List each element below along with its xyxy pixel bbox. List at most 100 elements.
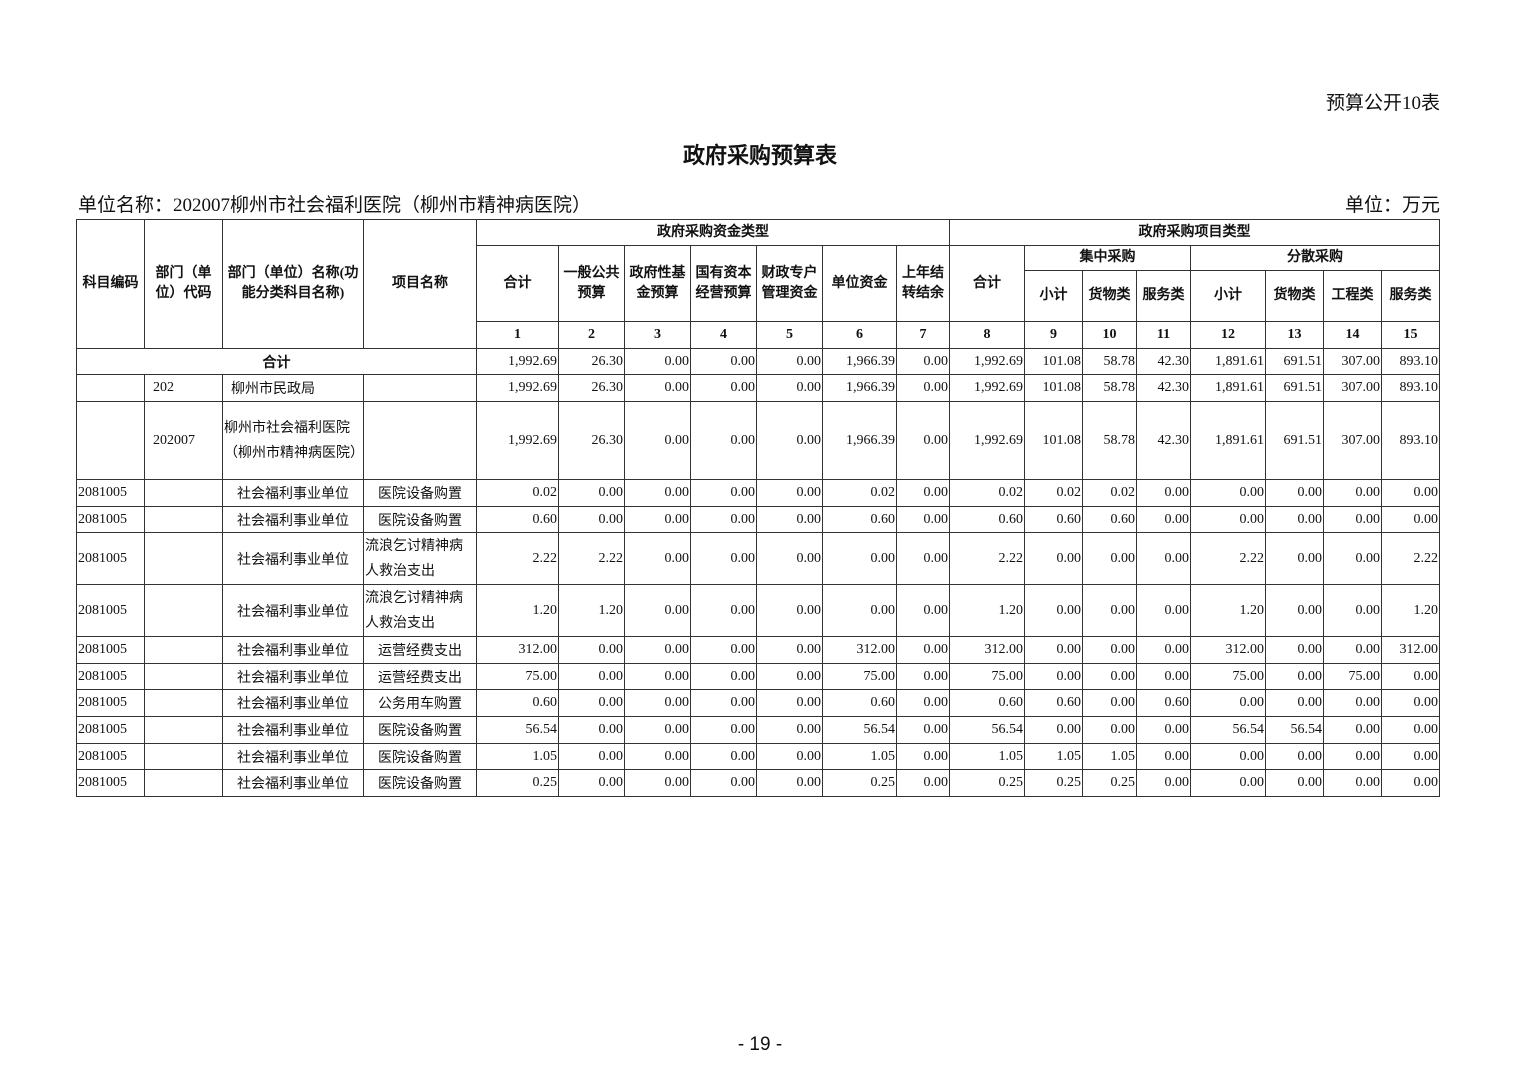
value-cell: 1,966.39 bbox=[822, 374, 897, 402]
header-dispersed: 分散采购 bbox=[1190, 245, 1440, 271]
dept-code-cell bbox=[144, 743, 223, 770]
value-cell: 691.51 bbox=[1265, 348, 1324, 375]
value-cell: 307.00 bbox=[1323, 348, 1382, 375]
table-row: 2081005 社会福利事业单位 医院设备购置 1.05 0.00 0.00 0.00 0.0… bbox=[76, 743, 1440, 770]
value-cell: 0.00 bbox=[690, 716, 757, 744]
dept-code-cell bbox=[144, 716, 223, 744]
value-cell: 1,891.61 bbox=[1190, 348, 1266, 375]
dept-name-cell: 社会福利事业单位 bbox=[222, 743, 364, 770]
value-cell: 2.22 bbox=[1190, 532, 1266, 585]
value-cell: 0.00 bbox=[896, 401, 950, 480]
subject-code-cell: 2081005 bbox=[76, 743, 145, 770]
value-cell: 75.00 bbox=[1323, 663, 1382, 690]
table-tag: 预算公开10表 bbox=[1325, 93, 1440, 114]
header-column-number: 5 bbox=[756, 321, 823, 349]
dept-code-cell: 202007 bbox=[144, 401, 223, 480]
header-dispersed-col: 工程类 bbox=[1323, 270, 1382, 322]
project-name-cell: 流浪乞讨精神病人救治支出 bbox=[363, 532, 477, 585]
dept-name-cell: 社会福利事业单位 bbox=[222, 584, 364, 637]
dept-name-cell: 社会福利事业单位 bbox=[222, 663, 364, 690]
value-cell: 56.54 bbox=[822, 716, 897, 744]
subject-code-cell: 2081005 bbox=[76, 479, 145, 507]
header-fund-col: 上年结转结余 bbox=[896, 245, 950, 322]
value-cell: 0.00 bbox=[690, 374, 757, 402]
total-label: 合计 bbox=[76, 348, 477, 375]
value-cell: 893.10 bbox=[1381, 374, 1440, 402]
value-cell: 101.08 bbox=[1024, 401, 1083, 480]
value-cell: 0.00 bbox=[1323, 689, 1382, 717]
value-cell: 0.00 bbox=[1381, 689, 1440, 717]
procurement-budget-table: 科目编码 部门（单位）代码 部门（单位）名称(功能分类科目名称) 项目名称 政府… bbox=[76, 219, 1440, 797]
value-cell: 0.00 bbox=[896, 479, 950, 507]
subject-code-cell: 2081005 bbox=[76, 716, 145, 744]
value-cell: 1,966.39 bbox=[822, 401, 897, 480]
table-row: 202 柳州市民政局 1,992.69 26.30 0.00 0.00 0.00 1,966.… bbox=[76, 374, 1440, 402]
value-cell: 691.51 bbox=[1265, 401, 1324, 480]
value-cell: 0.00 bbox=[690, 769, 757, 797]
value-cell: 0.00 bbox=[624, 636, 691, 664]
subject-code-cell: 2081005 bbox=[76, 506, 145, 533]
value-cell: 1,992.69 bbox=[476, 374, 559, 402]
value-cell: 0.00 bbox=[896, 663, 950, 690]
value-cell: 0.00 bbox=[690, 663, 757, 690]
value-cell: 0.00 bbox=[896, 689, 950, 717]
dept-code-cell bbox=[144, 532, 223, 585]
value-cell: 1.20 bbox=[949, 584, 1025, 637]
value-cell: 0.00 bbox=[690, 479, 757, 507]
header-column-number: 1 bbox=[476, 321, 559, 349]
value-cell: 0.00 bbox=[1136, 506, 1191, 533]
subject-code-cell: 2081005 bbox=[76, 689, 145, 717]
value-cell: 0.00 bbox=[1190, 743, 1266, 770]
header-column-number: 4 bbox=[690, 321, 757, 349]
value-cell: 1,992.69 bbox=[949, 401, 1025, 480]
table-row: 2081005 社会福利事业单位 医院设备购置 0.02 0.00 0.00 0.00 0.0… bbox=[76, 479, 1440, 507]
subject-code-cell: 2081005 bbox=[76, 584, 145, 637]
value-cell: 0.60 bbox=[476, 506, 559, 533]
value-cell: 0.00 bbox=[1082, 636, 1137, 664]
value-cell: 0.00 bbox=[558, 689, 625, 717]
value-cell: 0.00 bbox=[896, 769, 950, 797]
value-cell: 1,992.69 bbox=[949, 348, 1025, 375]
value-cell: 0.00 bbox=[1190, 479, 1266, 507]
value-cell: 58.78 bbox=[1082, 374, 1137, 402]
value-cell: 0.00 bbox=[1265, 663, 1324, 690]
header-column-number: 10 bbox=[1082, 321, 1137, 349]
value-cell: 0.00 bbox=[1323, 716, 1382, 744]
value-cell: 0.00 bbox=[1265, 532, 1324, 585]
unit-name: 单位名称：202007柳州市社会福利医院（柳州市精神病医院） bbox=[78, 195, 592, 216]
header-project-total: 合计 bbox=[949, 245, 1025, 322]
table-row: 202007 柳州市社会福利医院（柳州市精神病医院） 1,992.69 26.30 0.… bbox=[76, 401, 1440, 480]
value-cell: 0.00 bbox=[558, 636, 625, 664]
project-name-cell: 公务用车购置 bbox=[363, 689, 477, 717]
value-cell: 0.00 bbox=[690, 584, 757, 637]
value-cell: 0.00 bbox=[896, 636, 950, 664]
value-cell: 0.00 bbox=[1136, 532, 1191, 585]
value-cell: 0.00 bbox=[822, 584, 897, 637]
value-cell: 56.54 bbox=[949, 716, 1025, 744]
table-row: 2081005 社会福利事业单位 医院设备购置 56.54 0.00 0.00 0.00 0.… bbox=[76, 716, 1440, 744]
header-dispersed-col: 服务类 bbox=[1381, 270, 1440, 322]
value-cell: 0.00 bbox=[1136, 479, 1191, 507]
value-cell: 0.00 bbox=[624, 769, 691, 797]
value-cell: 0.25 bbox=[476, 769, 559, 797]
value-cell: 0.00 bbox=[1323, 743, 1382, 770]
project-name-cell bbox=[363, 401, 477, 480]
value-cell: 0.00 bbox=[690, 348, 757, 375]
header-column-number: 7 bbox=[896, 321, 950, 349]
dept-code-cell bbox=[144, 663, 223, 690]
value-cell: 0.00 bbox=[1190, 689, 1266, 717]
dept-name-cell: 社会福利事业单位 bbox=[222, 506, 364, 533]
dept-name-cell: 社会福利事业单位 bbox=[222, 636, 364, 664]
value-cell: 56.54 bbox=[476, 716, 559, 744]
value-cell: 312.00 bbox=[1381, 636, 1440, 664]
value-cell: 0.00 bbox=[1265, 769, 1324, 797]
value-cell: 0.00 bbox=[1082, 716, 1137, 744]
value-cell: 0.60 bbox=[1082, 506, 1137, 533]
value-cell: 0.25 bbox=[1082, 769, 1137, 797]
value-cell: 1,966.39 bbox=[822, 348, 897, 375]
value-cell: 312.00 bbox=[1190, 636, 1266, 664]
value-cell: 0.00 bbox=[558, 663, 625, 690]
value-cell: 26.30 bbox=[558, 374, 625, 402]
header-project-group: 政府采购项目类型 bbox=[949, 219, 1440, 246]
value-cell: 2.22 bbox=[558, 532, 625, 585]
